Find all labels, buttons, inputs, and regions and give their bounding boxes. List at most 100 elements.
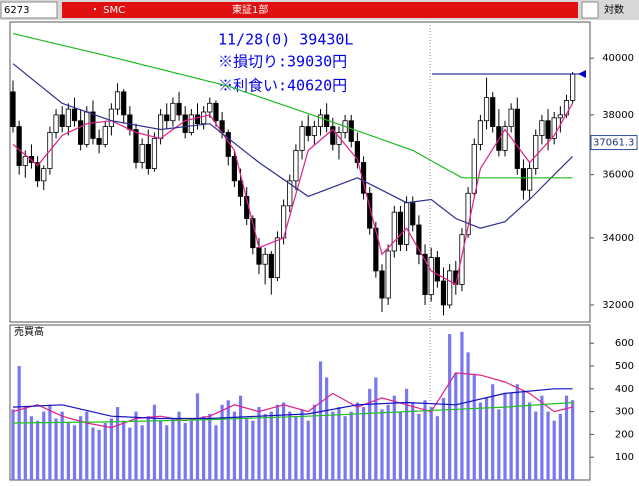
- y-tick-label: 32000: [602, 300, 634, 311]
- moving-average: [12, 33, 573, 179]
- candle-body: [71, 108, 78, 122]
- volume-bar: [288, 411, 292, 480]
- candle-body: [508, 108, 514, 127]
- volume-bar: [202, 416, 206, 480]
- volume-bar: [312, 404, 316, 480]
- candle-body: [348, 120, 354, 142]
- candle-body: [274, 237, 281, 279]
- checkbox[interactable]: [581, 1, 599, 19]
- volume-bar: [152, 404, 157, 480]
- volume-bar: [540, 395, 544, 480]
- candle-body: [139, 143, 145, 163]
- candle-body: [311, 126, 317, 136]
- candle-body: [127, 114, 133, 130]
- volume-bar: [214, 425, 218, 480]
- volume-bar: [66, 423, 70, 480]
- candle-body: [133, 129, 139, 163]
- volume-bar: [140, 425, 144, 480]
- volume-bar: [429, 407, 433, 480]
- moving-average: [12, 63, 574, 229]
- candle-body: [330, 126, 336, 145]
- volume-bar: [515, 384, 519, 480]
- y-tick-label: 300: [615, 407, 634, 418]
- volume-bar: [564, 395, 569, 480]
- candle-body: [434, 257, 440, 282]
- candle-body: [527, 168, 533, 191]
- candle-body: [293, 149, 299, 182]
- volume-bar: [220, 404, 224, 480]
- volume-bar: [226, 400, 230, 480]
- volume-bar: [275, 404, 280, 480]
- y-tick-label: 500: [615, 361, 634, 372]
- y-tick-label: 40000: [602, 53, 634, 64]
- candle-body: [84, 111, 90, 145]
- volume-bar: [374, 377, 378, 480]
- volume-bar: [128, 427, 132, 480]
- volume-bar: [122, 420, 126, 480]
- candle-body: [164, 114, 170, 122]
- y-tick-label: 600: [615, 338, 634, 349]
- price-marker: 37061.3: [593, 138, 634, 149]
- volume-bar: [263, 413, 267, 480]
- candle-body: [391, 211, 397, 252]
- candle-body: [397, 211, 404, 245]
- volume-bar: [171, 418, 175, 480]
- candle-body: [176, 102, 182, 116]
- volume-bar: [331, 411, 335, 480]
- candle-body: [490, 97, 496, 127]
- price-panel: [9, 21, 591, 323]
- candle-body: [416, 224, 422, 255]
- moving-average: [12, 388, 573, 420]
- volume-bar: [306, 420, 310, 480]
- volume-bar: [294, 416, 298, 480]
- volume-bar: [60, 411, 64, 480]
- volume-bar: [411, 402, 415, 480]
- candle-body: [336, 132, 342, 145]
- volume-bar: [386, 404, 390, 480]
- volume-bar: [491, 384, 495, 480]
- candle-body: [182, 114, 188, 133]
- volume-bar: [232, 411, 236, 480]
- volume-bar: [509, 393, 513, 480]
- y-tick-label: 36000: [602, 170, 634, 181]
- volume-bar: [325, 377, 329, 480]
- stock-code: 6273: [4, 5, 29, 16]
- candle-body: [59, 114, 65, 127]
- volume-bar: [349, 411, 353, 480]
- volume-bar: [441, 397, 446, 480]
- candle-body: [102, 126, 108, 145]
- candle-body: [440, 280, 447, 306]
- candle-body: [385, 250, 391, 299]
- candle-body: [520, 168, 527, 191]
- candle-body: [262, 253, 268, 265]
- volume-bar: [460, 331, 464, 480]
- candle-body: [373, 227, 379, 272]
- volume-bar: [54, 418, 58, 480]
- volume-bar: [380, 409, 384, 480]
- volume-bar: [368, 388, 372, 480]
- candle-body: [90, 111, 96, 139]
- volume-bar: [552, 420, 556, 480]
- candle-body: [287, 180, 293, 207]
- volume-bar: [355, 402, 359, 480]
- candle-body: [557, 114, 563, 119]
- volume-bar: [91, 427, 95, 480]
- candle-body: [194, 114, 201, 125]
- y-tick-label: 34000: [602, 233, 634, 244]
- volume-bar: [484, 397, 489, 480]
- candle-body: [10, 91, 16, 127]
- volume-bar: [103, 423, 107, 480]
- candle-body: [502, 126, 508, 151]
- volume-bar: [405, 388, 409, 480]
- candle-body: [188, 114, 194, 133]
- volume-bar: [318, 361, 323, 480]
- name-bar: [62, 2, 578, 18]
- candle-body: [428, 257, 434, 296]
- volume-bar: [558, 413, 562, 480]
- candle-body: [231, 156, 237, 182]
- volume-bar: [528, 402, 532, 480]
- annotation: 11/28(0) 39430L: [218, 31, 353, 49]
- candle-body: [213, 102, 219, 122]
- candle-body: [514, 108, 520, 169]
- volume-bar: [534, 411, 538, 480]
